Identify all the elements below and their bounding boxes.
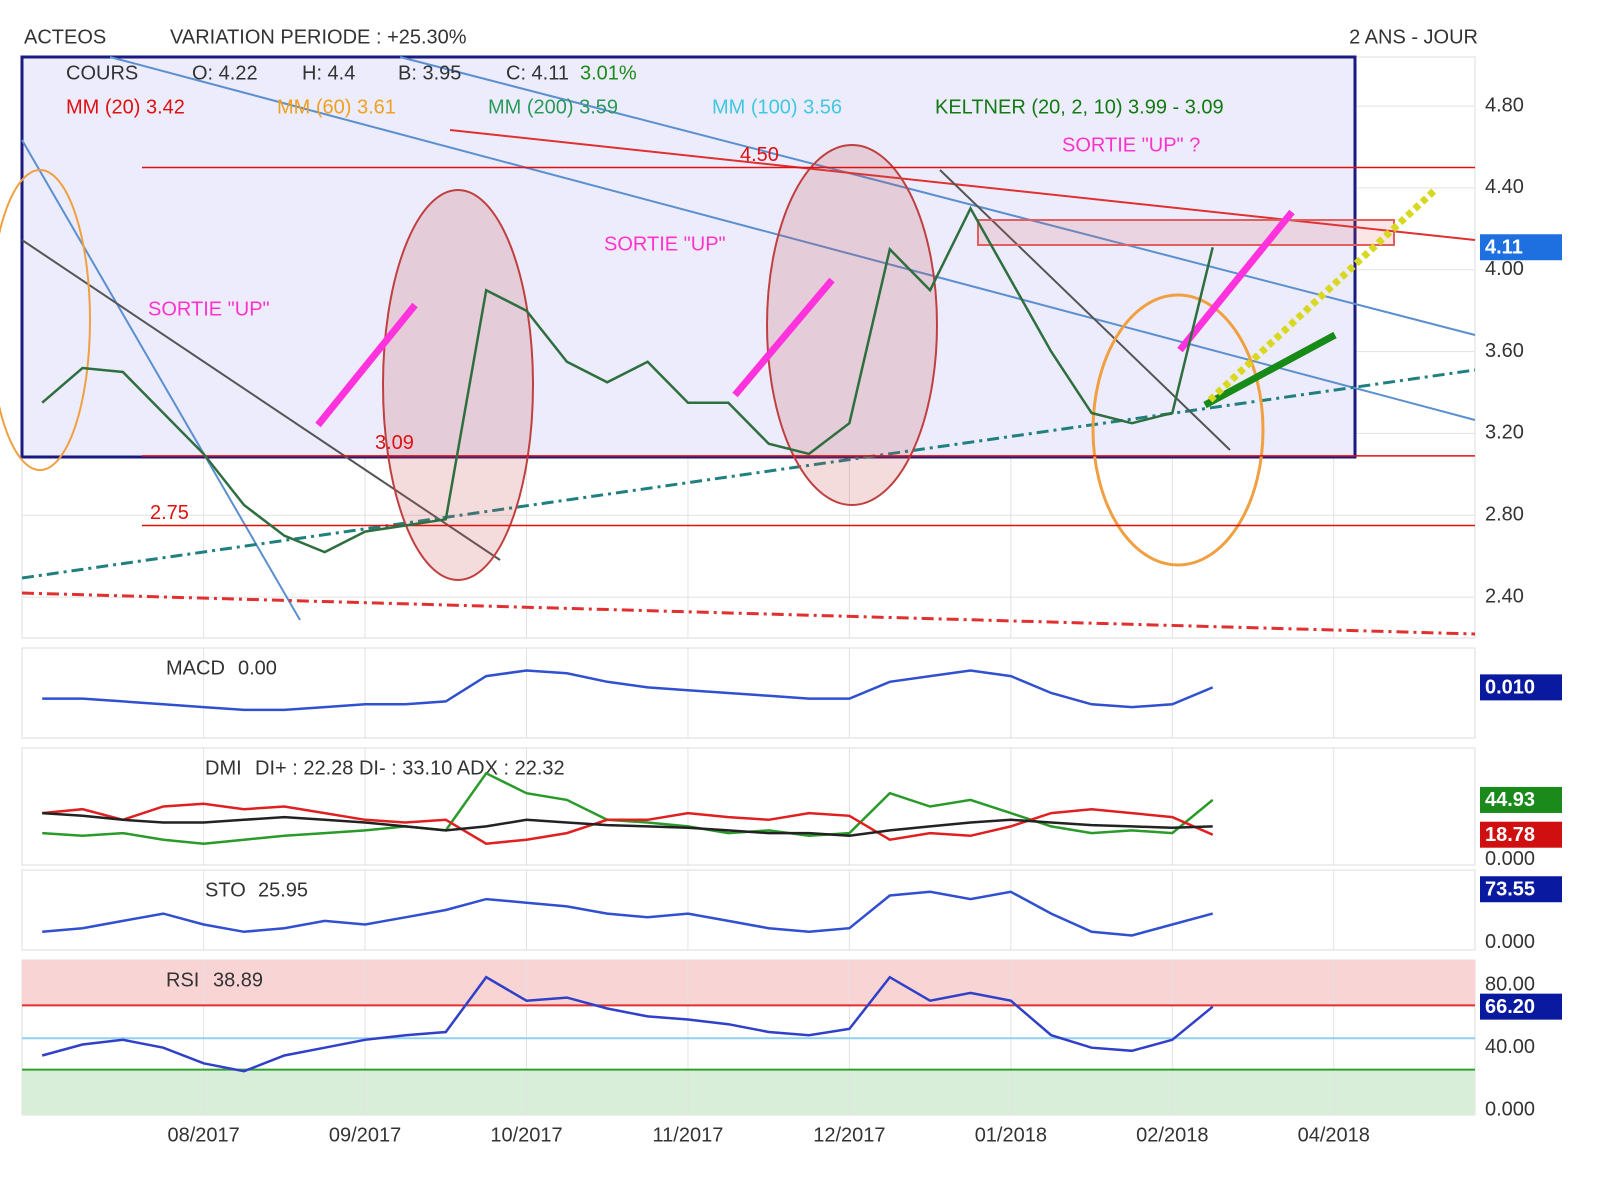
panel-value: 38.89 [213, 969, 263, 991]
panel-title: STO [205, 879, 246, 901]
panel-title: DMI [205, 757, 242, 779]
x-tick-label: 04/2018 [1298, 1124, 1370, 1146]
oversold-zone [22, 1069, 1475, 1115]
legend-entry: KELTNER (20, 2, 10) 3.99 - 3.09 [935, 96, 1224, 118]
annotation: SORTIE "UP" [148, 298, 270, 320]
panel-value: 0.00 [238, 657, 277, 679]
series-line [42, 811, 1213, 838]
y-tick-label: 2.80 [1485, 504, 1524, 526]
y-tick-label: 0.000 [1485, 848, 1535, 870]
panel-value: 25.95 [258, 879, 308, 901]
panel-title: MACD [166, 657, 225, 679]
series-line [42, 669, 1214, 712]
y-tick-label: 3.20 [1485, 422, 1524, 444]
variation: VARIATION PERIODE : +25.30% [170, 26, 467, 48]
y-tick-label: 40.00 [1485, 1036, 1535, 1058]
value-tag [1480, 234, 1562, 261]
series-line [42, 771, 1214, 845]
value-tag-label: 44.93 [1485, 789, 1535, 811]
highlight-zone [22, 57, 1355, 457]
y-tick-label: 4.00 [1485, 258, 1524, 280]
series-line [41, 205, 1214, 554]
panel-title: RSI [166, 969, 199, 991]
y-tick-label: 3.60 [1485, 340, 1524, 362]
y-tick-label: 4.40 [1485, 176, 1524, 198]
value-tag-label: 73.55 [1485, 879, 1535, 901]
value-tag-label: 66.20 [1485, 996, 1535, 1018]
legend-entry: MM (200) 3.59 [488, 96, 618, 118]
trend-lines [0, 56, 1476, 636]
legend-entry: 3.01% [580, 62, 637, 84]
panel [21, 959, 1476, 1116]
x-tick-label: 10/2017 [490, 1124, 562, 1146]
legend-entry: H: 4.4 [302, 62, 355, 84]
series-line [41, 975, 1214, 1073]
legend-entry: MM (100) 3.56 [712, 96, 842, 118]
value-tag [1480, 876, 1562, 903]
panel [21, 747, 1476, 866]
y-tick-label: 0.000 [1485, 1099, 1535, 1121]
legend-entry: B: 3.95 [398, 62, 461, 84]
panel-frame [21, 747, 1476, 866]
series-line [42, 802, 1214, 845]
legend-entry: MM (60) 3.61 [277, 96, 396, 118]
series-line [42, 890, 1214, 937]
x-tick-label: 08/2017 [167, 1124, 239, 1146]
value-tag [1480, 786, 1562, 813]
value-tag [1480, 993, 1562, 1020]
panel-frame [21, 647, 1476, 739]
legend-entry: COURS [66, 62, 138, 84]
legend-entry: O: 4.22 [192, 62, 258, 84]
y-tick-label: 2.40 [1485, 585, 1524, 607]
panel-frame [21, 869, 1476, 951]
annotation: SORTIE "UP" ? [1062, 134, 1200, 156]
level-label: 2.75 [150, 502, 189, 524]
level-label: 4.50 [740, 144, 779, 166]
value-tag [1480, 821, 1562, 848]
x-tick-label: 11/2017 [653, 1124, 724, 1146]
range-box [20, 55, 1357, 459]
panel-value: DI+ : 22.28 DI- : 33.10 ADX : 22.32 [255, 757, 565, 779]
panel [21, 647, 1476, 739]
period: 2 ANS - JOUR [1349, 26, 1478, 48]
value-tag-label: 18.78 [1485, 824, 1535, 846]
y-tick-label: 0.000 [1485, 931, 1535, 953]
x-tick-label: 01/2018 [975, 1124, 1047, 1146]
x-tick-label: 02/2018 [1136, 1124, 1208, 1146]
value-tag [1480, 674, 1562, 701]
value-tag-label: 0.010 [1485, 677, 1535, 699]
y-tick-label: 80.00 [1485, 973, 1535, 995]
arrows [315, 187, 1438, 428]
panel [21, 869, 1476, 951]
x-tick-label: 09/2017 [329, 1124, 401, 1146]
overbought-zone [22, 960, 1475, 1006]
x-tick-label: 12/2017 [813, 1124, 885, 1146]
value-tag-label: 4.11 [1485, 237, 1523, 259]
legend-entry: C: 4.11 [506, 62, 569, 84]
level-label: 3.09 [375, 432, 414, 454]
symbol: ACTEOS [24, 26, 106, 48]
y-tick-label: 4.80 [1485, 94, 1524, 116]
annotation: SORTIE "UP" [604, 233, 726, 255]
legend-entry: MM (20) 3.42 [66, 96, 185, 118]
